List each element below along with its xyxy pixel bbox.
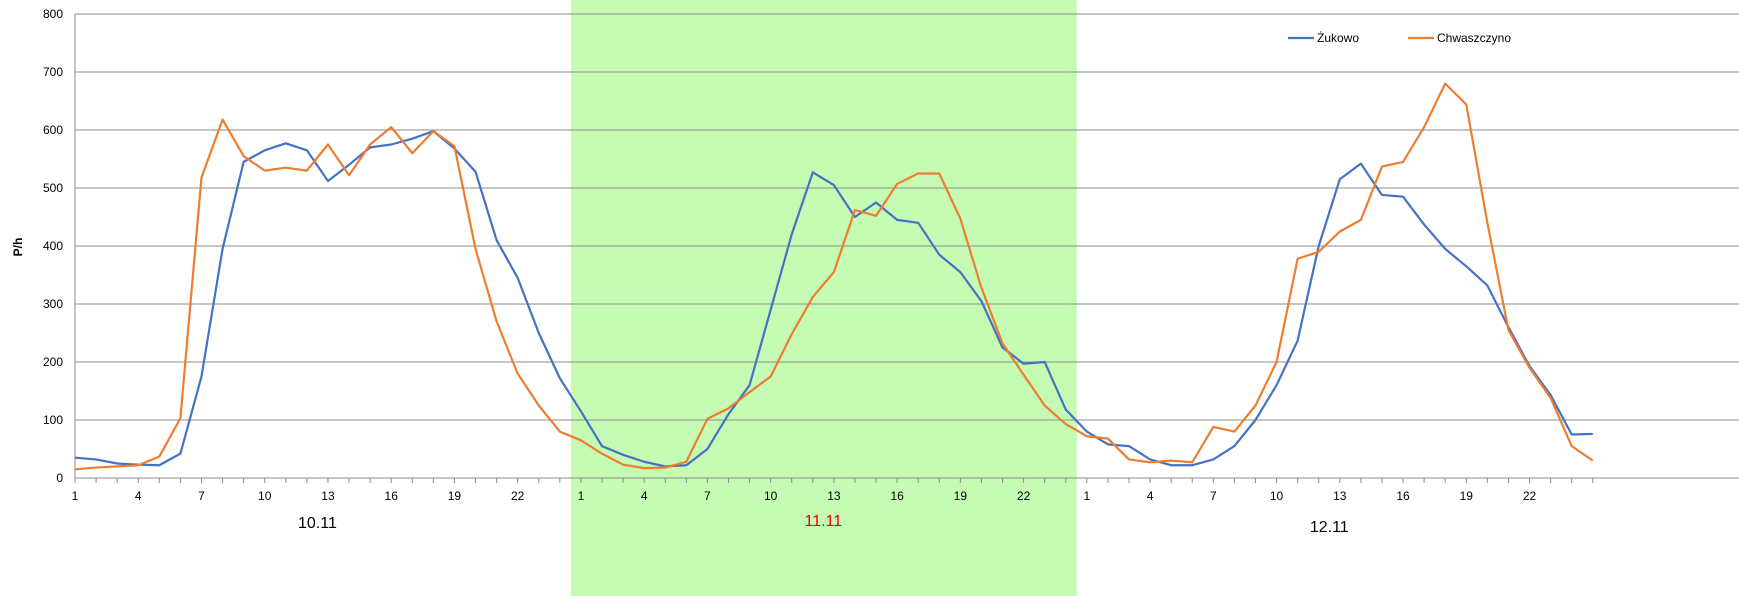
y-tick-label: 100 <box>43 413 63 427</box>
series-lines <box>74 82 1594 471</box>
legend-label: Chwaszczyno <box>1437 31 1511 45</box>
holiday-highlight-band <box>570 0 1077 596</box>
day-label: 11.11 <box>805 513 843 530</box>
y-tick-label: 600 <box>43 123 63 137</box>
x-tick-label: 7 <box>198 489 205 503</box>
x-tick-label: 7 <box>1210 489 1217 503</box>
day-labels: 10.11 11.11 12.11 <box>298 513 1349 536</box>
axes <box>74 14 1739 483</box>
series-line-0 <box>74 130 1593 468</box>
gridlines <box>75 13 1739 421</box>
series-line-1 <box>74 82 1594 471</box>
x-tick-label: 4 <box>641 489 648 503</box>
y-tick-label: 400 <box>43 239 63 253</box>
day-label: 12.11 <box>1310 519 1349 536</box>
x-tick-labels: 1 4 7 10 13 16 19 22 1 4 7 10 13 16 19 22 1 4 7 10 13 16 19 22 <box>72 489 1537 503</box>
legend-label: Żukowo <box>1317 31 1359 45</box>
x-tick-label: 19 <box>954 489 968 503</box>
y-tick-label: 300 <box>43 297 63 311</box>
x-tick-label: 22 <box>511 489 525 503</box>
day-label: 10.11 <box>298 515 337 532</box>
x-tick-label: 7 <box>704 489 711 503</box>
x-tick-label: 13 <box>827 489 841 503</box>
x-tick-label: 13 <box>321 489 335 503</box>
x-tick-label: 19 <box>448 489 462 503</box>
y-tick-label: 200 <box>43 355 63 369</box>
x-tick-label: 16 <box>1396 489 1410 503</box>
x-tick-label: 22 <box>1523 489 1537 503</box>
x-tick-label: 16 <box>890 489 904 503</box>
x-tick-label: 1 <box>578 489 585 503</box>
x-tick-label: 22 <box>1017 489 1031 503</box>
highlight-bands <box>570 0 1077 596</box>
x-tick-label: 10 <box>764 489 778 503</box>
y-tick-label: 0 <box>56 471 63 485</box>
x-tick-label: 4 <box>1147 489 1154 503</box>
y-tick-label: 700 <box>43 65 63 79</box>
x-tick-label: 10 <box>258 489 272 503</box>
y-tick-label: 800 <box>43 7 63 21</box>
x-tick-label: 10 <box>1270 489 1284 503</box>
x-tick-label: 4 <box>135 489 142 503</box>
legend: Żukowo Chwaszczyno <box>1288 31 1511 45</box>
x-tick-label: 16 <box>385 489 399 503</box>
x-tick-label: 1 <box>72 489 79 503</box>
y-tick-label: 500 <box>43 181 63 195</box>
y-axis-title: P/h <box>11 238 25 257</box>
x-tick-label: 1 <box>1083 489 1090 503</box>
y-tick-labels: 0 100 200 300 400 500 600 700 800 <box>43 7 63 485</box>
x-tick-label: 19 <box>1460 489 1474 503</box>
x-tick-label: 13 <box>1333 489 1347 503</box>
